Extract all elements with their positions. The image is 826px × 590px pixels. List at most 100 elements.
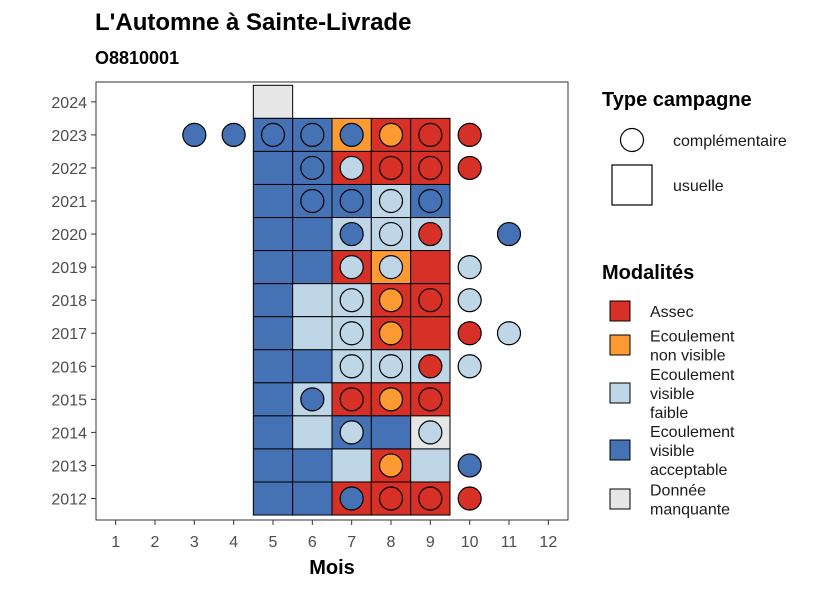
square-2013-6 (292, 448, 333, 483)
square-2014-5 (252, 415, 294, 450)
legend-label-line: Ecoulement (650, 329, 735, 346)
square-2019-5 (252, 250, 294, 285)
circle-2016-10 (457, 354, 482, 379)
square-2018-5 (252, 283, 294, 318)
legend-label-line: non visible (650, 348, 726, 365)
x-tick-label: 1 (111, 534, 120, 551)
x-tick-label: 6 (308, 534, 317, 551)
x-tick-label: 5 (269, 534, 278, 551)
legend-key-ecoulement_visible_acceptable (609, 439, 631, 461)
circle-2021-6 (300, 188, 325, 214)
x-tick-label: 11 (501, 534, 518, 551)
legend-label-line: visible (650, 386, 695, 403)
square-2020-5 (252, 217, 294, 252)
x-tick-label: 7 (347, 534, 356, 551)
circle-2023-3 (182, 122, 207, 147)
square-2019-9 (410, 250, 451, 285)
y-axis: 2012 2013 2014 2015 2016 2017 2018 2019 2020 2021… (51, 95, 96, 509)
circles-layer (182, 122, 522, 511)
square-2022-5 (252, 150, 294, 185)
circle-2022-10 (457, 155, 482, 181)
legend-label-ecoulement_visible_acceptable: Ecoulement visible acceptable (650, 424, 735, 479)
legend-type-label: usuelle (673, 178, 724, 195)
y-tick-label: 2021 (51, 194, 87, 211)
legend-label-line: faible (650, 405, 688, 422)
square-2012-5 (252, 481, 294, 516)
legend-label-line: Assec (650, 304, 694, 321)
y-tick-label: 2015 (51, 392, 87, 409)
y-tick-label: 2018 (51, 293, 87, 310)
circle-2012-8 (378, 486, 404, 511)
y-tick-label: 2014 (51, 425, 87, 442)
circle-2017-7 (339, 321, 364, 346)
plot-border (95, 81, 569, 521)
circle-2021-8 (378, 188, 404, 214)
circle-2022-8 (378, 155, 404, 181)
circle-2022-9 (418, 155, 443, 181)
circle-2023-7 (339, 122, 364, 147)
circle-2012-7 (339, 486, 364, 511)
legend-label-line: manquante (650, 502, 730, 519)
legend-label-donnee_manquante: Donnée manquante (650, 483, 730, 519)
circle-2015-6 (300, 387, 325, 412)
circle-2023-6 (300, 122, 325, 147)
square-2018-6 (292, 283, 333, 318)
circle-2023-4 (221, 122, 246, 147)
circle-2019-10 (457, 255, 482, 280)
square-2012-6 (292, 481, 333, 516)
legend-modalites-title: Modalités (602, 262, 694, 284)
legend-type-circle-key (619, 127, 645, 153)
legend-label-ecoulement_non_visible: Ecoulement non visible (650, 329, 735, 365)
x-tick-label: 4 (229, 534, 238, 551)
circle-2014-7 (339, 420, 364, 445)
legend-key-donnee_manquante (609, 488, 631, 510)
circle-2021-7 (339, 188, 364, 214)
chart-title: L'Automne à Sainte-Livrade (95, 9, 411, 36)
circle-2014-9 (418, 420, 443, 445)
legend-type-title: Type campagne (602, 89, 752, 111)
circle-2018-8 (378, 288, 404, 313)
y-tick-label: 2023 (51, 128, 87, 145)
circle-2016-9 (418, 354, 443, 379)
legend-modalites: Assec Ecoulement non visible Ecoulement visi… (609, 300, 735, 519)
circle-2018-7 (339, 288, 364, 313)
x-tick-label: 9 (426, 534, 435, 551)
x-tick-label: 8 (387, 534, 396, 551)
legend-label-line: Donnée (650, 483, 706, 500)
x-axis-title: Mois (309, 557, 355, 579)
circle-2015-8 (378, 387, 404, 412)
legend-label-line: Ecoulement (650, 424, 735, 441)
circle-2020-7 (339, 221, 364, 247)
circle-2016-7 (339, 354, 364, 379)
square-2016-5 (252, 349, 294, 384)
chart-subtitle: O8810001 (95, 48, 179, 68)
legend-type-square-key (611, 164, 653, 206)
legend-label-ecoulement_visible_faible: Ecoulement visible faible (650, 367, 735, 422)
circle-2019-7 (339, 255, 364, 280)
square-2017-5 (252, 316, 294, 351)
circle-2013-10 (457, 453, 482, 478)
circle-2017-11 (496, 321, 522, 346)
square-2020-6 (292, 217, 333, 252)
square-2016-6 (292, 349, 333, 384)
circle-2023-5 (260, 122, 286, 147)
circle-2020-8 (378, 221, 404, 247)
y-tick-label: 2020 (51, 227, 87, 244)
circle-2023-8 (378, 122, 404, 147)
y-tick-label: 2019 (51, 260, 87, 277)
square-2013-9 (410, 448, 451, 483)
circle-2015-7 (339, 387, 364, 412)
circle-2012-10 (457, 486, 482, 511)
circle-2022-6 (300, 155, 325, 181)
circle-2016-8 (378, 354, 404, 379)
square-2017-9 (410, 316, 451, 351)
x-tick-label: 2 (151, 534, 160, 551)
square-2014-8 (370, 415, 412, 450)
circle-2017-10 (457, 321, 482, 346)
square-2021-5 (252, 183, 294, 219)
square-2019-6 (292, 250, 333, 285)
y-tick-label: 2012 (51, 492, 87, 509)
circle-2021-9 (418, 188, 443, 214)
circle-2018-9 (418, 288, 443, 313)
legend-label-line: acceptable (650, 462, 727, 479)
